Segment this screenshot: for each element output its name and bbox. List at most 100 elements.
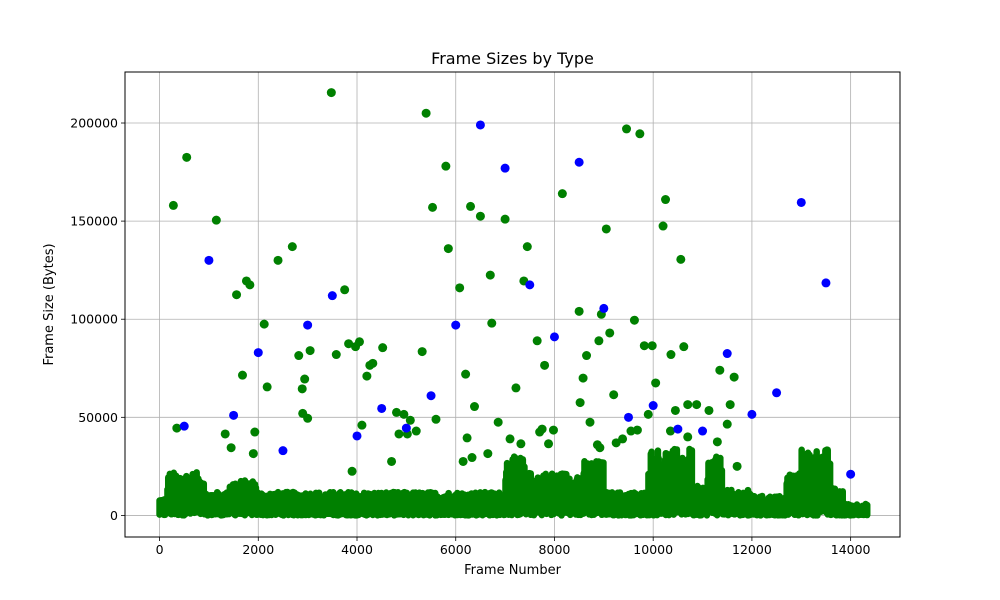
green-frame-point — [505, 434, 515, 444]
green-frame-point — [557, 189, 567, 199]
green-frame-point — [651, 378, 661, 388]
green-frame-point — [692, 400, 702, 410]
green-frame-point — [441, 161, 451, 171]
green-frame-point — [732, 461, 742, 471]
green-frame-point — [683, 400, 693, 410]
x-tick-label: 0 — [156, 542, 164, 557]
blue-frame-point — [426, 391, 436, 401]
blue-frame-point — [772, 388, 782, 398]
green-frame-point — [537, 424, 547, 434]
blue-frame-point — [179, 421, 189, 431]
green-frame-point — [421, 108, 431, 118]
green-frame-point — [331, 350, 341, 360]
chart-title: Frame Sizes by Type — [431, 49, 594, 68]
green-frame-point — [487, 318, 497, 328]
green-frame-point — [594, 336, 604, 346]
x-tick-label: 10000 — [633, 542, 673, 557]
green-frame-point — [722, 419, 732, 429]
x-axis-label: Frame Number — [464, 563, 562, 578]
green-frame-point — [704, 405, 714, 415]
blue-frame-point — [352, 431, 362, 441]
x-tick-label: 2000 — [242, 542, 274, 557]
blue-frame-point — [599, 303, 609, 313]
green-frame-point — [632, 425, 642, 435]
green-frame-point — [378, 343, 388, 353]
green-frame-point — [428, 202, 438, 212]
blue-frame-point — [278, 446, 288, 456]
green-frame-point — [469, 402, 479, 412]
green-frame-point — [458, 456, 468, 466]
green-frame-point — [605, 328, 615, 338]
green-frame-point — [532, 336, 542, 346]
blue-frame-point — [401, 423, 411, 433]
green-frame-point — [679, 342, 689, 352]
green-frame-point — [511, 383, 521, 393]
green-frame-point — [300, 374, 310, 384]
green-frame-point — [585, 417, 595, 427]
green-frame-point — [485, 270, 495, 280]
green-frame-point — [500, 214, 510, 224]
blue-frame-point — [624, 412, 634, 422]
green-frame-point — [182, 152, 192, 162]
green-frame-point — [357, 420, 367, 430]
green-frame-point — [237, 370, 247, 380]
green-frame-point — [516, 439, 526, 449]
green-frame-point — [443, 244, 453, 254]
green-frame-point — [466, 201, 476, 211]
green-frame-point — [712, 437, 722, 447]
y-tick-label: 200000 — [70, 116, 118, 131]
green-frame-point — [622, 124, 632, 134]
green-frame-point — [232, 290, 242, 300]
green-frame-point — [658, 221, 668, 231]
green-frame-point — [729, 372, 739, 382]
green-frame-point — [347, 466, 357, 476]
green-frame-point — [287, 242, 297, 252]
green-frame-point — [670, 405, 680, 415]
y-tick-label: 0 — [110, 508, 118, 523]
green-frame-point — [273, 255, 283, 265]
blue-frame-point — [846, 469, 856, 479]
x-axis-ticks: 0 2000 4000 6000 8000 10000 12000 14000 — [156, 537, 871, 557]
green-frame-point — [582, 351, 592, 361]
green-frame-point — [220, 429, 230, 439]
plot-area-frame — [124, 71, 901, 538]
x-tick-label: 14000 — [831, 542, 871, 557]
dense-frame-band — [156, 445, 871, 519]
y-tick-label: 100000 — [70, 312, 118, 327]
green-frame-point — [226, 443, 236, 453]
green-frame-point — [575, 398, 585, 408]
blue-frame-point — [303, 320, 313, 330]
green-frame-point — [305, 346, 315, 356]
blue-frame-point — [525, 280, 535, 290]
green-frame-point — [611, 438, 621, 448]
green-frame-point — [493, 417, 503, 427]
green-frame-point — [431, 414, 441, 424]
green-frame-point — [725, 400, 735, 410]
green-frame-point — [411, 426, 421, 436]
blue-frame-point — [475, 120, 485, 130]
green-frame-point — [643, 409, 653, 419]
green-frame-point — [522, 242, 532, 252]
x-tick-label: 8000 — [539, 542, 571, 557]
green-frame-point — [248, 449, 258, 459]
data-points — [168, 88, 856, 479]
green-frame-point — [666, 350, 676, 360]
green-frame-point — [639, 341, 649, 351]
green-frame-point — [326, 88, 336, 98]
green-frame-point — [676, 254, 686, 264]
blue-frame-point — [821, 278, 831, 288]
y-tick-label: 50000 — [78, 410, 118, 425]
x-tick-label: 6000 — [440, 542, 472, 557]
green-frame-point — [544, 439, 554, 449]
green-frame-point — [245, 280, 255, 290]
green-frame-point — [417, 347, 427, 357]
green-frame-point — [455, 283, 465, 293]
green-frame-point — [578, 373, 588, 383]
green-frame-point — [399, 409, 409, 419]
x-tick-label: 4000 — [341, 542, 373, 557]
green-frame-point — [629, 315, 639, 325]
blue-frame-point — [204, 255, 214, 265]
blue-frame-point — [549, 332, 559, 342]
